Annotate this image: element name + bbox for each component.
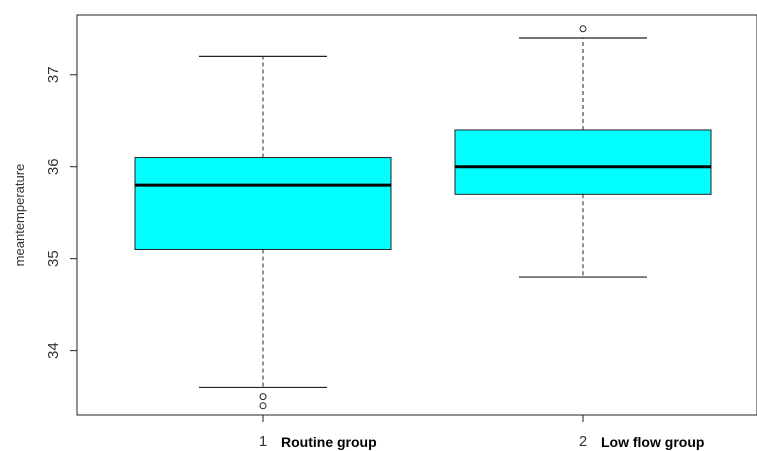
group-label: Low flow group [601, 434, 704, 450]
y-axis-label: meantemperature [12, 164, 27, 267]
y-tick-label: 37 [45, 66, 62, 83]
y-tick-label: 34 [45, 342, 62, 359]
box-group [134, 55, 392, 410]
x-ticks: 1 Routine group 2 Low flow group [259, 415, 704, 450]
iqr-box [134, 157, 392, 250]
x-tick-label: 2 [579, 433, 587, 450]
x-tick-label: 1 [259, 433, 267, 450]
group-label: Routine group [281, 434, 377, 450]
box-group [454, 25, 712, 278]
boxes [134, 25, 712, 410]
outlier-point [259, 402, 267, 410]
iqr-box [454, 129, 712, 195]
outlier-point [259, 393, 267, 401]
y-ticks: 34 35 36 37 [45, 66, 77, 359]
y-tick-label: 36 [45, 158, 62, 175]
y-tick-label: 35 [45, 250, 62, 267]
outlier-point [579, 25, 587, 33]
